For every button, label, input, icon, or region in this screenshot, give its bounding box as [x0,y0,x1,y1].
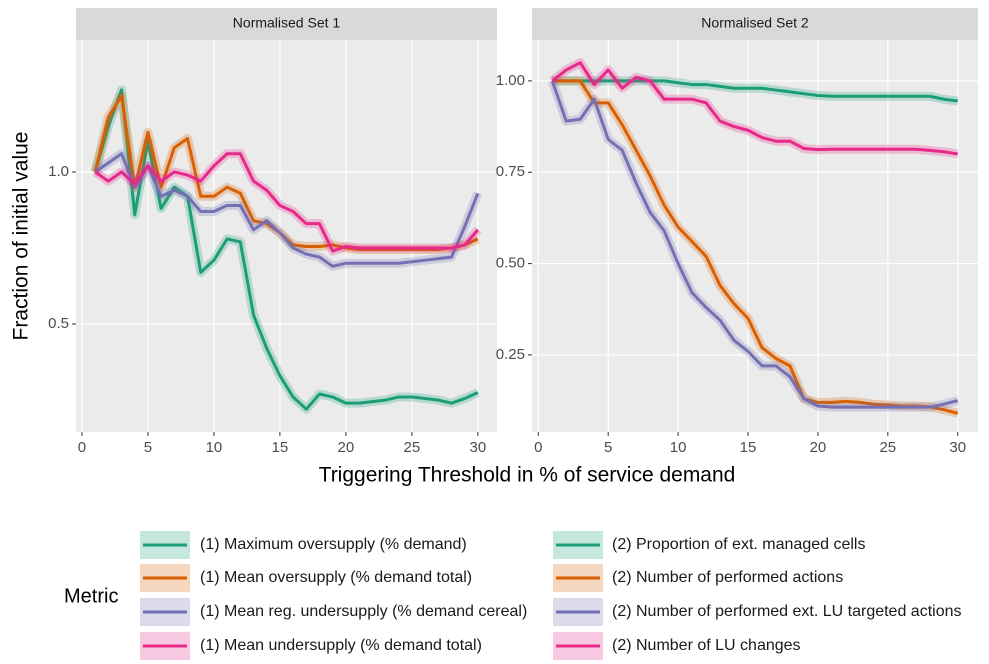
x-axis-label: Triggering Threshold in % of service dem… [319,464,736,487]
y-axis-label: Fraction of initial value [10,132,33,341]
x-tick-label: 0 [534,439,542,456]
y-tick-label: 1.00 [496,72,525,89]
strip [532,8,978,40]
legend-label: (2) Proportion of ext. managed cells [612,536,865,553]
legend-label: (2) Number of LU changes [612,637,801,654]
x-tick-label: 30 [949,439,966,456]
series-line [94,152,479,253]
y-tick-label: 0.50 [496,255,525,272]
series-line [93,88,479,411]
legend-label: (2) Number of performed ext. LU targeted… [612,603,962,620]
series-line [552,79,958,103]
x-tick-label: 20 [810,439,827,456]
y-tick-label: 0.25 [496,346,525,363]
y-tick-label: 0.5 [48,315,69,332]
series-line [551,61,958,156]
y-tick-label: 0.75 [496,163,525,180]
panel [76,40,497,432]
x-tick-label: 25 [879,439,896,456]
strip-title: Normalised Set 1 [233,15,341,31]
strip-title: Normalised Set 2 [701,15,809,31]
legend-label: (2) Number of performed actions [612,569,843,586]
x-tick-label: 5 [144,439,152,456]
x-tick-label: 30 [470,439,487,456]
strip [76,8,497,40]
panel [532,40,978,432]
series-line [552,79,959,415]
legend-label: (1) Mean oversupply (% demand total) [200,569,472,586]
legend-label: (1) Mean undersupply (% demand total) [200,637,482,654]
x-tick-label: 0 [78,439,86,456]
x-tick-label: 15 [272,439,289,456]
x-tick-label: 25 [404,439,421,456]
x-tick-label: 10 [670,439,687,456]
legend-label: (1) Mean reg. undersupply (% demand cere… [200,603,527,620]
series-line [550,80,959,409]
x-tick-label: 20 [338,439,355,456]
legend-label: (1) Maximum oversupply (% demand) [200,536,467,553]
legend-title: Metric [64,585,118,607]
x-tick-label: 5 [604,439,612,456]
x-tick-label: 10 [206,439,223,456]
y-tick-label: 1.0 [48,163,69,180]
x-tick-label: 15 [740,439,757,456]
series-line [94,152,480,268]
